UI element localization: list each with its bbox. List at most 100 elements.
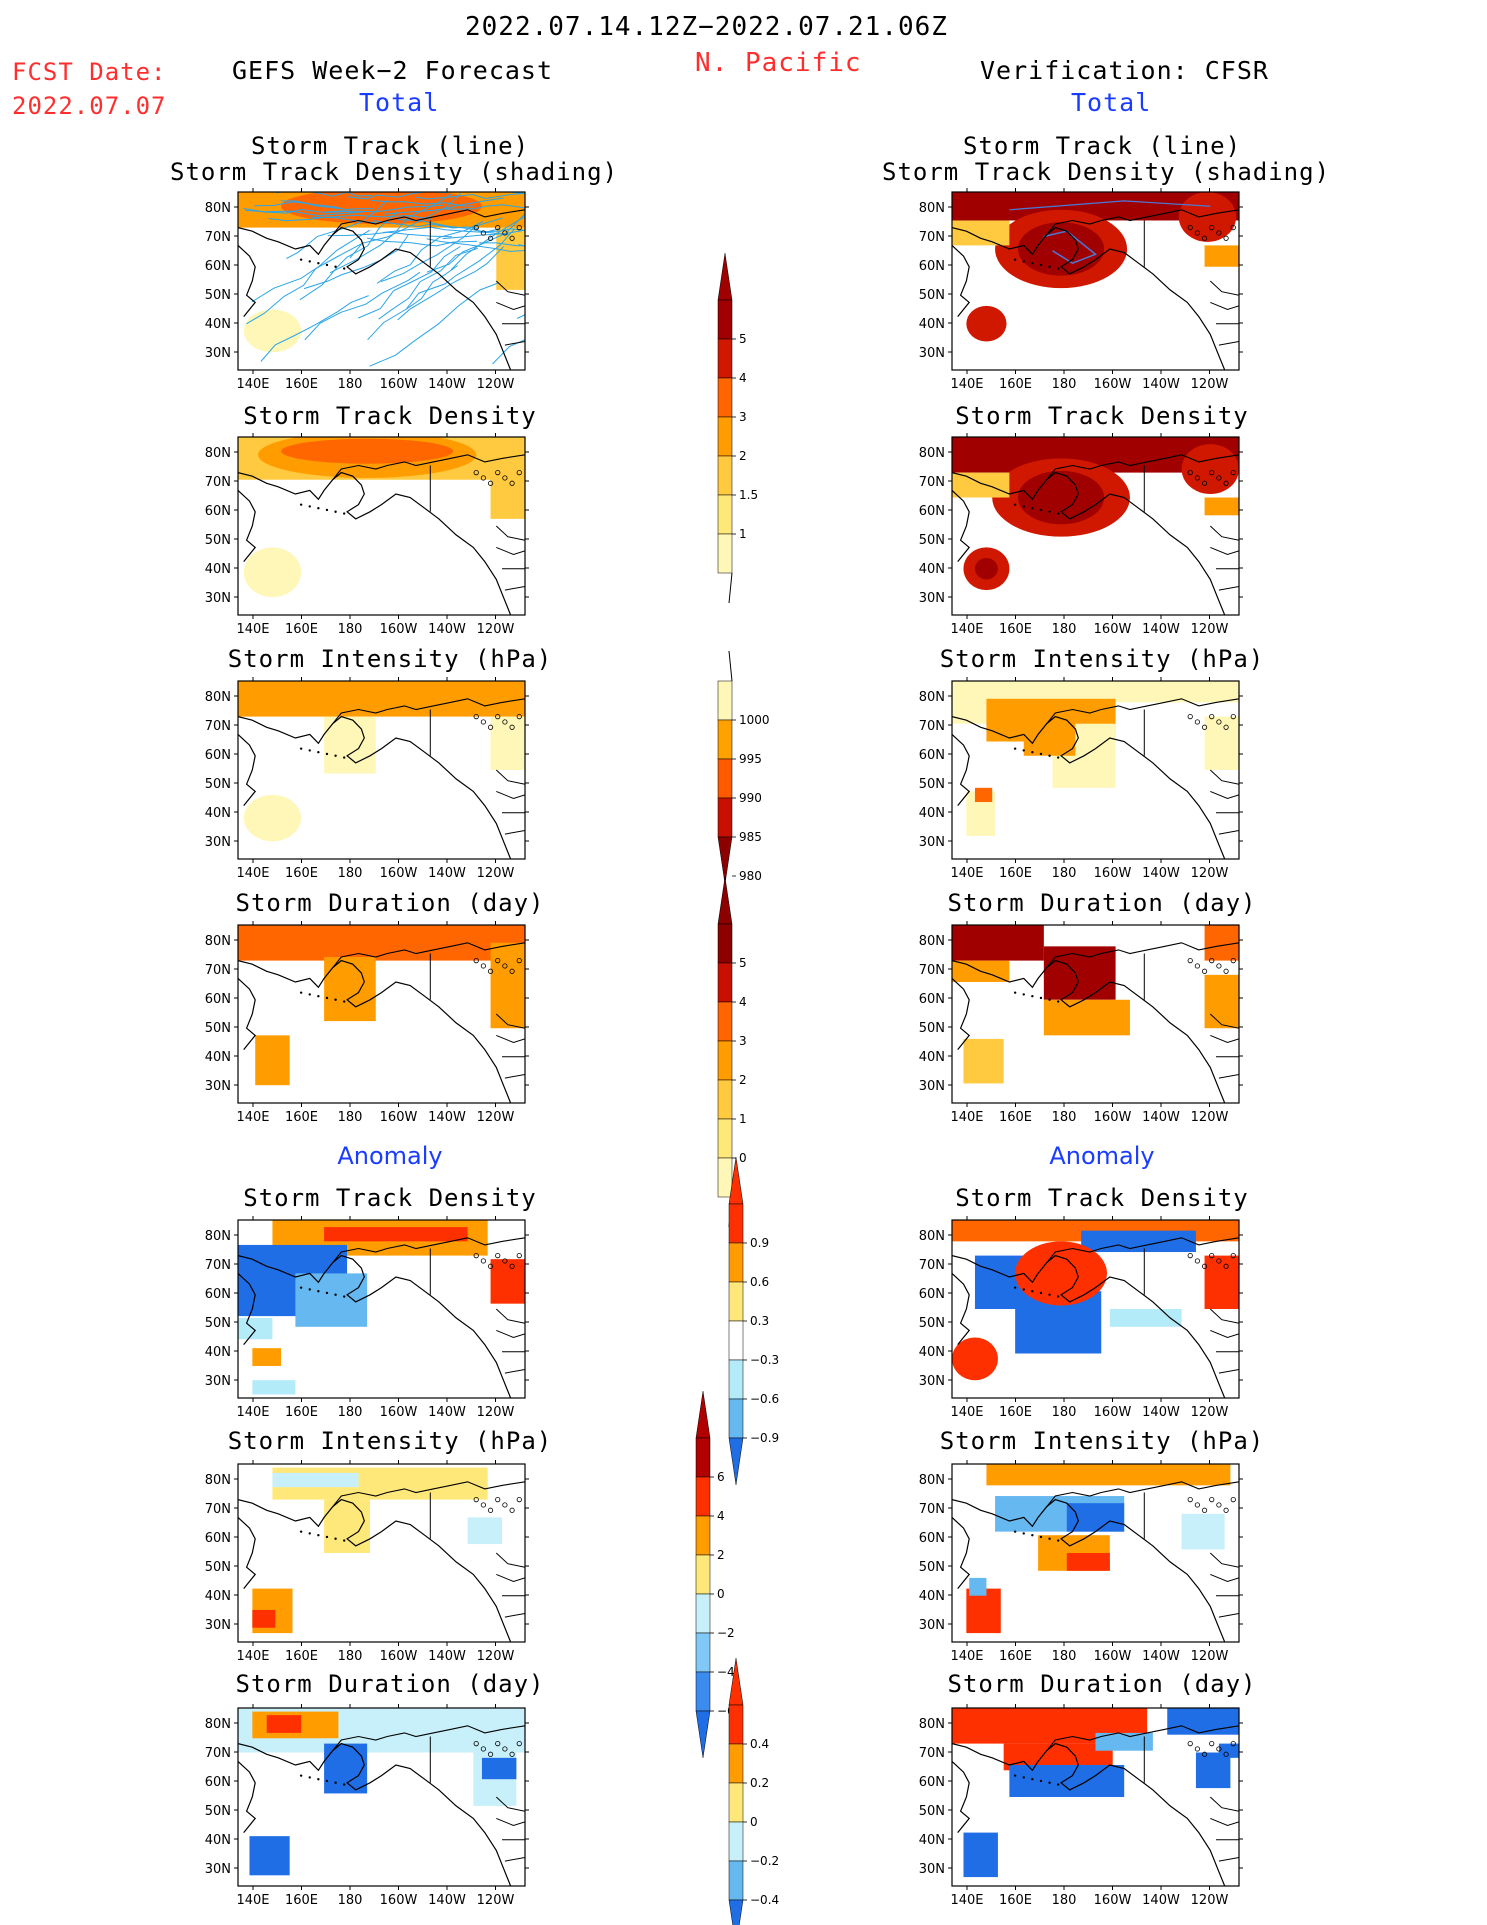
storm-track-line xyxy=(1009,200,1211,211)
map-panel-L0: 80N 70N 60N 50N 40N 30N 140E 160E 180 160W 140W 120… xyxy=(205,188,529,392)
lon-tick-label: 180 xyxy=(1052,377,1077,392)
shade-R4-6 xyxy=(1204,1255,1239,1309)
lon-tick-label: 140E xyxy=(950,377,983,392)
panel-title-duration-right: Storm Duration (day) xyxy=(947,889,1257,917)
map-panel-R6: 80N 70N 60N 50N 40N 30N 140E 160E 180 160W 140W 120… xyxy=(919,1704,1243,1908)
storm-track-line xyxy=(376,220,484,284)
fcst-date-label: FCST Date: xyxy=(12,58,167,86)
shade-R3-1 xyxy=(1043,946,1116,1000)
lon-tick-label: 180 xyxy=(1052,866,1077,881)
shade-L4-7 xyxy=(490,1259,525,1304)
colorbar-label: 1 xyxy=(739,527,747,541)
colorbar-label: 4 xyxy=(739,995,747,1009)
lat-tick-label: 80N xyxy=(919,1229,945,1244)
lat-tick-label: 50N xyxy=(919,1560,945,1575)
map-panel-R5: 80N 70N 60N 50N 40N 30N 140E 160E 180 160W 140W 120… xyxy=(919,1460,1243,1664)
lat-tick-label: 70N xyxy=(205,1746,231,1761)
shade-R4-7 xyxy=(1109,1309,1182,1327)
lon-tick-label: 180 xyxy=(338,1405,363,1420)
shade-L2-2 xyxy=(490,716,525,770)
lat-tick-label: 50N xyxy=(205,1316,231,1331)
lon-tick-label: 160W xyxy=(1094,622,1132,637)
map-frame xyxy=(237,1707,526,1887)
lat-tick-label: 70N xyxy=(919,719,945,734)
colorbar-segment xyxy=(695,1671,711,1712)
map-frame xyxy=(951,1707,1240,1887)
colorbar-segment xyxy=(695,1437,711,1478)
colorbar-segment xyxy=(728,1821,744,1862)
colorbar-label: 0.2 xyxy=(750,1776,769,1790)
panel-title-density-anom-right: Storm Track Density xyxy=(955,1184,1249,1212)
lat-tick-label: 60N xyxy=(205,504,231,519)
lat-tick-label: 60N xyxy=(205,992,231,1007)
lat-tick-label: 50N xyxy=(919,777,945,792)
lon-tick-label: 120W xyxy=(1191,377,1229,392)
colorbar-segment xyxy=(717,299,733,340)
colorbar-label: 2 xyxy=(717,1548,725,1562)
map-frame xyxy=(237,1463,526,1643)
colorbar-label: 1000 xyxy=(739,713,770,727)
storm-track-line xyxy=(245,209,365,217)
colorbar-label: −0.6 xyxy=(750,1392,779,1406)
shade-L4-5 xyxy=(252,1348,282,1366)
colorbar-label: 0 xyxy=(739,1151,747,1165)
storm-track-line xyxy=(384,197,504,215)
map-frame xyxy=(951,680,1240,860)
lat-tick-label: 30N xyxy=(205,1862,231,1877)
lon-tick-label: 160W xyxy=(1094,1649,1132,1664)
lon-tick-label: 160W xyxy=(380,1649,418,1664)
lat-tick-label: 80N xyxy=(919,934,945,949)
shade-L3-3 xyxy=(255,1035,290,1086)
shade-L5-5 xyxy=(467,1517,503,1545)
shade-R4-5 xyxy=(952,1337,998,1381)
map-panel-L4: 80N 70N 60N 50N 40N 30N 140E 160E 180 160W 140W 120… xyxy=(205,1216,529,1420)
shade-R1-6 xyxy=(952,472,1010,498)
panel-title-intensity-left: Storm Intensity (hPa) xyxy=(227,645,553,673)
colorbar-segment xyxy=(695,1515,711,1556)
region-title: N. Pacific xyxy=(695,48,862,78)
map-frame xyxy=(237,1219,526,1399)
map-frame xyxy=(951,1219,1240,1399)
lat-tick-label: 60N xyxy=(205,1531,231,1546)
colorbar-segment xyxy=(717,962,733,1003)
colorbar-label: 4 xyxy=(739,371,747,385)
panel-title-duration-anom-right: Storm Duration (day) xyxy=(947,1670,1257,1698)
colorbar-label: 990 xyxy=(739,791,762,805)
colorbar-arrow-bottom xyxy=(717,836,733,884)
lon-tick-label: 120W xyxy=(477,866,515,881)
colorbar-label: 0.4 xyxy=(750,1737,769,1751)
storm-track-line xyxy=(446,204,525,210)
lon-tick-label: 120W xyxy=(1191,1110,1229,1125)
lon-tick-label: 180 xyxy=(338,866,363,881)
map-frame xyxy=(237,191,526,371)
map-panel-L1: 80N 70N 60N 50N 40N 30N 140E 160E 180 160W 140W 120… xyxy=(205,433,529,637)
storm-track-line xyxy=(367,265,458,341)
lon-tick-label: 120W xyxy=(477,1649,515,1664)
storm-track-line xyxy=(373,220,479,230)
shade-L6-2 xyxy=(266,1715,302,1733)
colorbar-label: 5 xyxy=(739,332,747,346)
shade-R5-4 xyxy=(1066,1553,1110,1571)
storm-track-line xyxy=(397,246,504,321)
lon-tick-label: 180 xyxy=(338,1649,363,1664)
lon-tick-label: 140W xyxy=(428,377,466,392)
lat-tick-label: 30N xyxy=(205,835,231,850)
total-label-right: Total xyxy=(1071,88,1152,117)
panel-title-track-left-2: Storm Track Density (shading) xyxy=(170,158,619,186)
left-column-title: GEFS Week−2 Forecast xyxy=(232,56,554,85)
colorbar-segment xyxy=(717,1157,733,1198)
lon-tick-label: 160W xyxy=(380,1893,418,1908)
colorbar-segment xyxy=(728,1203,744,1244)
map-panel-L6: 80N 70N 60N 50N 40N 30N 140E 160E 180 160W 140W 120… xyxy=(205,1704,529,1908)
lon-tick-label: 160E xyxy=(285,1110,318,1125)
shade-R6-4 xyxy=(1167,1708,1239,1735)
lon-tick-label: 160W xyxy=(1094,1893,1132,1908)
lat-tick-label: 50N xyxy=(205,1021,231,1036)
colorbar-label: 1.5 xyxy=(739,488,758,502)
colorbar-segment xyxy=(728,1281,744,1322)
colorbar-label: −0.3 xyxy=(750,1353,779,1367)
lat-tick-label: 50N xyxy=(205,533,231,548)
shade-R3-2 xyxy=(1043,999,1130,1036)
colorbar-label: −0.2 xyxy=(750,1854,779,1868)
lon-tick-label: 160E xyxy=(999,622,1032,637)
